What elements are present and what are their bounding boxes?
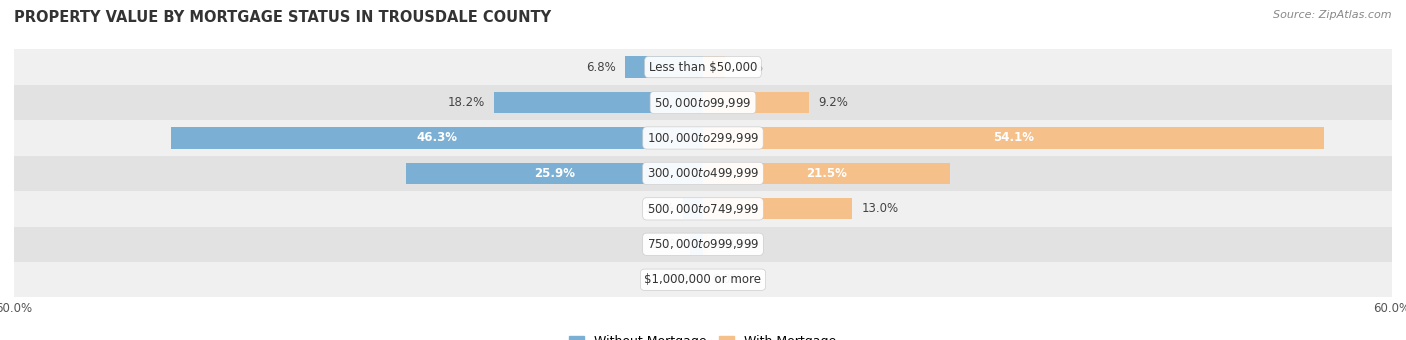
Bar xyxy=(14,120,1392,156)
Text: 0.0%: 0.0% xyxy=(713,273,742,286)
Bar xyxy=(14,49,1392,85)
Text: PROPERTY VALUE BY MORTGAGE STATUS IN TROUSDALE COUNTY: PROPERTY VALUE BY MORTGAGE STATUS IN TRO… xyxy=(14,10,551,25)
Bar xyxy=(703,128,1324,149)
Bar xyxy=(405,163,703,184)
Bar xyxy=(14,191,1392,226)
Text: 6.8%: 6.8% xyxy=(586,61,616,73)
Text: 1.7%: 1.7% xyxy=(644,202,675,215)
Bar xyxy=(624,56,703,78)
Text: $500,000 to $749,999: $500,000 to $749,999 xyxy=(647,202,759,216)
Bar xyxy=(703,234,707,255)
Text: 1.1%: 1.1% xyxy=(651,238,681,251)
Text: $300,000 to $499,999: $300,000 to $499,999 xyxy=(647,166,759,181)
Bar xyxy=(172,128,703,149)
Text: $750,000 to $999,999: $750,000 to $999,999 xyxy=(647,237,759,251)
Bar xyxy=(14,85,1392,120)
Text: Less than $50,000: Less than $50,000 xyxy=(648,61,758,73)
Text: 46.3%: 46.3% xyxy=(416,132,458,144)
Text: Source: ZipAtlas.com: Source: ZipAtlas.com xyxy=(1274,10,1392,20)
Text: 21.5%: 21.5% xyxy=(806,167,846,180)
Bar xyxy=(683,198,703,219)
Text: 1.9%: 1.9% xyxy=(734,61,763,73)
Text: 13.0%: 13.0% xyxy=(862,202,898,215)
Bar xyxy=(14,156,1392,191)
Text: $1,000,000 or more: $1,000,000 or more xyxy=(644,273,762,286)
Bar xyxy=(703,198,852,219)
Bar xyxy=(14,262,1392,298)
Text: 0.34%: 0.34% xyxy=(716,238,754,251)
Text: 54.1%: 54.1% xyxy=(993,132,1033,144)
Text: $50,000 to $99,999: $50,000 to $99,999 xyxy=(654,96,752,109)
Text: 18.2%: 18.2% xyxy=(447,96,485,109)
Bar xyxy=(494,92,703,113)
Text: 25.9%: 25.9% xyxy=(534,167,575,180)
Legend: Without Mortgage, With Mortgage: Without Mortgage, With Mortgage xyxy=(569,335,837,340)
Text: 0.0%: 0.0% xyxy=(664,273,693,286)
Bar xyxy=(703,163,950,184)
Text: 9.2%: 9.2% xyxy=(818,96,848,109)
Bar xyxy=(690,234,703,255)
Bar xyxy=(14,226,1392,262)
Bar xyxy=(703,92,808,113)
Text: $100,000 to $299,999: $100,000 to $299,999 xyxy=(647,131,759,145)
Bar xyxy=(703,56,725,78)
